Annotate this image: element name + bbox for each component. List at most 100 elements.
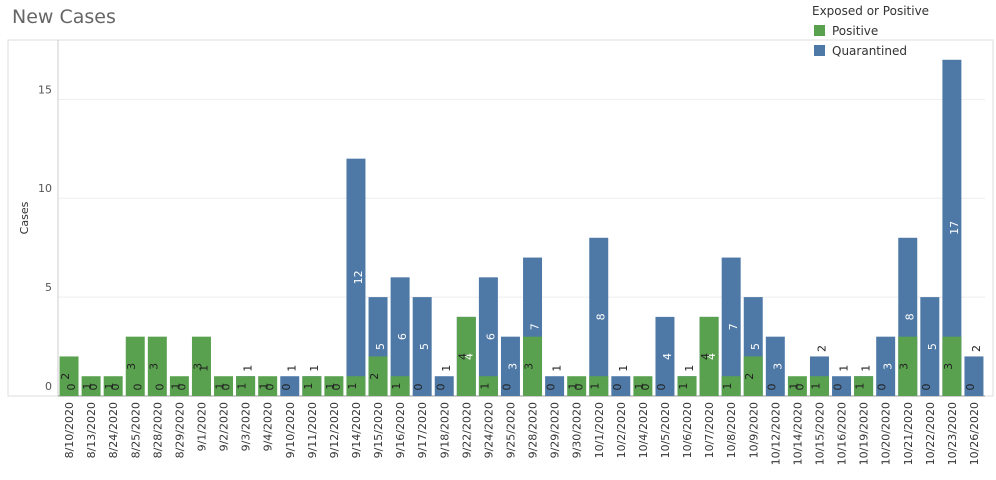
y-tick-label: 15 xyxy=(38,83,52,96)
data-label: 0 xyxy=(131,384,144,391)
y-tick-label: 0 xyxy=(45,380,52,393)
x-tick-label: 9/3/2020 xyxy=(240,402,253,451)
bar xyxy=(809,376,829,396)
data-label: 4 xyxy=(699,353,712,360)
data-label: 0 xyxy=(765,384,778,391)
x-tick-label: 10/21/2020 xyxy=(902,402,915,465)
data-label: 0 xyxy=(65,384,78,391)
data-label: 8 xyxy=(904,313,917,320)
data-label: 3 xyxy=(523,363,536,370)
legend-label: Positive xyxy=(832,24,878,38)
bar xyxy=(942,336,962,396)
data-label: 1 xyxy=(617,365,630,372)
x-tick-label: 10/14/2020 xyxy=(791,402,804,465)
bar xyxy=(567,376,587,396)
bar xyxy=(324,376,344,396)
data-label: 0 xyxy=(153,384,166,391)
data-label: 0 xyxy=(220,384,233,391)
data-label: 1 xyxy=(346,383,359,390)
data-label: 1 xyxy=(286,365,299,372)
data-label: 1 xyxy=(721,383,734,390)
x-tick-label: 8/25/2020 xyxy=(129,402,142,458)
bar xyxy=(721,376,741,396)
data-label: 1 xyxy=(302,383,315,390)
data-label: 2 xyxy=(368,373,381,380)
data-label: 1 xyxy=(197,365,210,372)
data-label: 3 xyxy=(882,363,895,370)
x-tick-label: 10/4/2020 xyxy=(637,402,650,458)
y-tick-label: 5 xyxy=(45,281,52,294)
x-tick-label: 9/30/2020 xyxy=(571,402,584,458)
legend-swatch xyxy=(814,25,825,36)
x-tick-label: 8/24/2020 xyxy=(107,402,120,458)
data-label: 0 xyxy=(793,384,806,391)
data-label: 1 xyxy=(308,365,321,372)
data-label: 0 xyxy=(330,384,343,391)
bar xyxy=(434,376,454,396)
x-tick-label: 9/22/2020 xyxy=(460,402,473,458)
data-label: 0 xyxy=(500,384,513,391)
legend-swatch xyxy=(814,45,825,56)
bar xyxy=(523,336,543,396)
data-label: 4 xyxy=(661,353,674,360)
data-label: 1 xyxy=(81,383,94,390)
data-label: 6 xyxy=(484,333,497,340)
data-label: 7 xyxy=(727,323,740,330)
bar xyxy=(412,297,432,396)
data-label: 1 xyxy=(390,383,403,390)
data-label: 0 xyxy=(264,384,277,391)
x-tick-label: 10/26/2020 xyxy=(968,402,981,465)
bar xyxy=(765,336,785,396)
data-label: 17 xyxy=(948,221,961,235)
data-label: 1 xyxy=(169,383,182,390)
x-tick-label: 10/8/2020 xyxy=(725,402,738,458)
x-tick-label: 10/22/2020 xyxy=(924,402,937,465)
data-label: 3 xyxy=(506,363,519,370)
x-tick-label: 9/15/2020 xyxy=(372,402,385,458)
data-label: 0 xyxy=(573,384,586,391)
data-label: 0 xyxy=(832,384,845,391)
bar xyxy=(832,376,852,396)
data-label: 1 xyxy=(838,365,851,372)
bar xyxy=(169,376,189,396)
x-tick-label: 9/14/2020 xyxy=(350,402,363,458)
legend-label: Quarantined xyxy=(832,44,907,58)
data-label: 2 xyxy=(970,345,983,352)
y-axis-label: Cases xyxy=(18,201,31,234)
bar xyxy=(214,376,234,396)
bar xyxy=(787,376,807,396)
x-tick-label: 10/16/2020 xyxy=(836,402,849,465)
x-tick-label: 10/2/2020 xyxy=(615,402,628,458)
x-tick-label: 9/18/2020 xyxy=(438,402,451,458)
data-label: 0 xyxy=(876,384,889,391)
data-label: 5 xyxy=(926,343,939,350)
data-label: 1 xyxy=(567,383,580,390)
data-label: 7 xyxy=(529,323,542,330)
x-tick-label: 10/9/2020 xyxy=(747,402,760,458)
x-tick-label: 8/13/2020 xyxy=(85,402,98,458)
legend-title: Exposed or Positive xyxy=(812,4,929,18)
bar xyxy=(500,336,520,396)
data-label: 2 xyxy=(815,345,828,352)
bar xyxy=(346,376,366,396)
bar xyxy=(302,376,322,396)
bar xyxy=(589,376,609,396)
x-tick-label: 10/15/2020 xyxy=(813,402,826,465)
bar xyxy=(854,376,874,396)
bar xyxy=(920,297,940,396)
data-label: 5 xyxy=(749,343,762,350)
data-label: 0 xyxy=(655,384,668,391)
x-tick-label: 10/12/2020 xyxy=(769,402,782,465)
bar xyxy=(633,376,653,396)
bar xyxy=(368,356,388,396)
x-tick-label: 9/4/2020 xyxy=(262,402,275,451)
bar xyxy=(942,59,962,397)
data-label: 3 xyxy=(147,363,160,370)
bar xyxy=(655,316,675,396)
data-label: 0 xyxy=(639,384,652,391)
data-label: 1 xyxy=(236,383,249,390)
data-label: 0 xyxy=(964,384,977,391)
data-label: 4 xyxy=(705,353,718,360)
x-tick-label: 10/5/2020 xyxy=(659,402,672,458)
